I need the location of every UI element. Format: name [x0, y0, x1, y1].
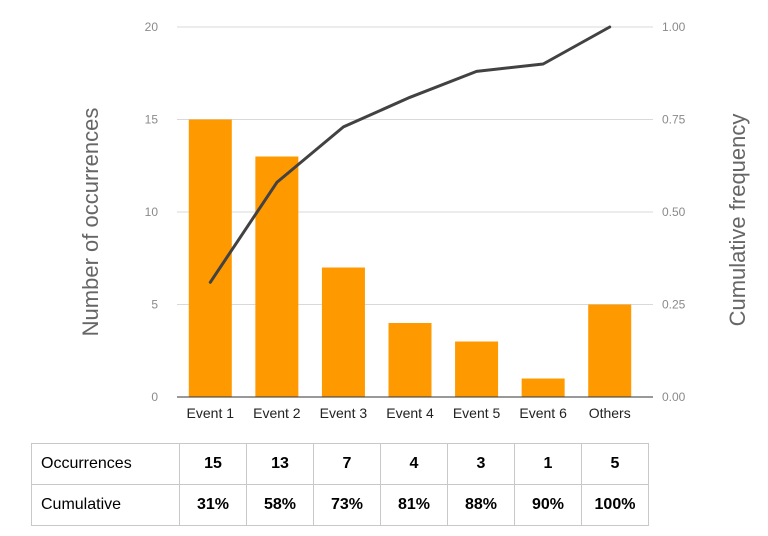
bar — [455, 341, 499, 397]
y-tick-label: 0 — [151, 390, 158, 404]
table-cell: 4 — [380, 443, 448, 485]
bar — [255, 156, 299, 397]
labels: 0 0.00 5 0.25 10 0.50 15 0.75 20 1.00 Event 1 Event… — [145, 20, 686, 421]
x-tick-label: Event 1 — [187, 405, 235, 421]
x-tick-label: Event 6 — [519, 405, 567, 421]
table-cell: 13 — [246, 443, 314, 485]
bar — [321, 267, 365, 397]
x-tick-label: Event 3 — [320, 405, 368, 421]
row-label: Cumulative — [31, 484, 180, 526]
table-cell: 1 — [514, 443, 582, 485]
table-cell: 88% — [447, 484, 515, 526]
table-cell: 15 — [179, 443, 247, 485]
gridlines — [177, 26, 653, 305]
y-tick-label: 20 — [145, 20, 159, 34]
y-tick-label: 5 — [151, 298, 158, 312]
bar — [588, 304, 632, 397]
y2-tick-label: 0.00 — [662, 390, 686, 404]
data-table: Occurrences 15 13 7 4 3 1 5 Cumulative 3… — [31, 443, 649, 526]
table-cell: 90% — [514, 484, 582, 526]
table-row-occurrences: Occurrences 15 13 7 4 3 1 5 — [31, 443, 649, 485]
pareto-chart: 0 0.00 5 0.25 10 0.50 15 0.75 20 1.00 Event 1 Event… — [78, 20, 750, 421]
x-tick-label: Others — [589, 405, 631, 421]
bar — [388, 323, 432, 397]
table-cell: 5 — [581, 443, 649, 485]
y-tick-label: 15 — [145, 113, 159, 127]
row-label: Occurrences — [31, 443, 180, 485]
cumulative-line-group — [208, 25, 612, 284]
table-cell: 7 — [313, 443, 381, 485]
table-cell: 81% — [380, 484, 448, 526]
bar — [521, 378, 565, 397]
table-cell: 3 — [447, 443, 515, 485]
table-cell: 100% — [581, 484, 649, 526]
bars — [188, 119, 632, 397]
y2-tick-label: 0.50 — [662, 205, 686, 219]
x-tick-label: Event 2 — [253, 405, 301, 421]
y2-tick-label: 0.25 — [662, 298, 686, 312]
x-tick-label: Event 5 — [453, 405, 501, 421]
table-row-cumulative: Cumulative 31% 58% 73% 81% 88% 90% 100% — [31, 484, 649, 526]
x-tick-label: Event 4 — [386, 405, 434, 421]
y2-tick-label: 1.00 — [662, 20, 686, 34]
y-axis-title: Number of occurrences — [78, 108, 103, 337]
y2-axis-title: Cumulative frequency — [725, 114, 750, 327]
table-cell: 73% — [313, 484, 381, 526]
y2-tick-label: 0.75 — [662, 113, 686, 127]
table-cell: 58% — [246, 484, 314, 526]
table-cell: 31% — [179, 484, 247, 526]
cumulative-line — [208, 25, 612, 284]
y-tick-label: 10 — [145, 205, 159, 219]
